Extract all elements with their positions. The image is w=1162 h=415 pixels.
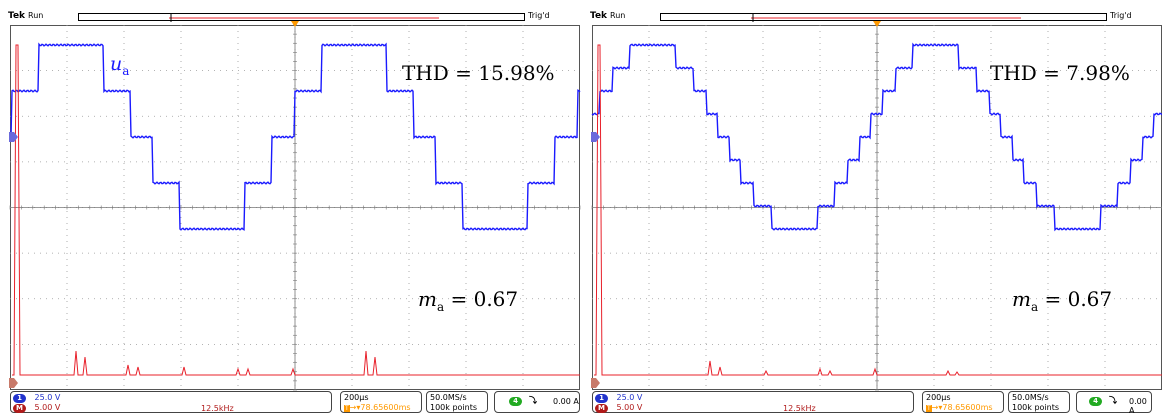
trigger-position-icon: T [926, 405, 932, 412]
trigger-slope-icon: ⤵ [529, 396, 537, 405]
run-state: Run [28, 11, 44, 20]
trigger-readout[interactable]: 4 ⤵ 0.00 A [494, 391, 580, 413]
scope-panel-left: Tek Run Trig'd ua THD = 15.98% ma = 0.67… [0, 0, 581, 415]
record-view-bar[interactable] [78, 13, 525, 22]
trigger-position-icon [291, 21, 299, 27]
brand-logo: Tek [590, 11, 608, 21]
trigger-position: T→▾78.65600ms [344, 403, 411, 412]
channel-readout[interactable]: 1 25.0 V M 5.00 V 12.5kHz [10, 391, 332, 413]
thd-annotation: THD = 7.98% [990, 61, 1130, 85]
math-scale: 5.00 V [34, 403, 61, 412]
math-scale: 5.00 V [616, 403, 643, 412]
ch1-scale: 25.0 V [616, 393, 643, 402]
status-bar: 1 25.0 V M 5.00 V 12.5kHz 200µs T→▾78.65… [10, 391, 580, 415]
run-state: Run [610, 11, 626, 20]
trigger-level: 0.00 A [1129, 397, 1147, 415]
trigger-level: 0.00 A [553, 397, 579, 406]
ma-annotation: ma = 0.67 [418, 287, 519, 314]
trigger-state: Trig'd [528, 11, 550, 20]
record-length: 100k points [1012, 403, 1060, 412]
waveform-display [9, 21, 581, 391]
ma-annotation: ma = 0.67 [1012, 287, 1113, 314]
timebase-readout[interactable]: 200µs T→▾78.65600ms [340, 391, 422, 413]
trigger-channel: 4 [509, 397, 522, 406]
timebase: 200µs [926, 393, 951, 402]
acquisition-readout[interactable]: 50.0MS/s 100k points [426, 391, 488, 413]
graticule-screen: ua THD = 15.98% ma = 0.67 [9, 21, 581, 391]
fft-spectrum [594, 44, 1162, 376]
scope-panel-right: Tek Run Trig'd THD = 7.98% ma = 0.67 1 2… [582, 0, 1162, 415]
trigger-position: T→▾78.65600ms [926, 403, 993, 412]
timebase: 200µs [344, 393, 369, 402]
scope-top-bar: Tek Run Trig'd [582, 0, 1162, 24]
sample-rate: 50.0MS/s [1012, 393, 1049, 402]
ch1-ground-marker-icon[interactable] [591, 127, 600, 142]
sample-rate: 50.0MS/s [430, 393, 467, 402]
signal-label: ua [110, 53, 130, 78]
math-frequency: 12.5kHz [201, 404, 234, 413]
math-ground-marker-icon[interactable] [591, 373, 600, 388]
math-ground-marker-icon[interactable] [9, 373, 18, 388]
record-view-bar[interactable] [660, 13, 1107, 22]
fft-spectrum [12, 44, 580, 376]
graticule-screen: THD = 7.98% ma = 0.67 [591, 21, 1162, 391]
ch1-badge: 1 [13, 394, 26, 403]
record-length: 100k points [430, 403, 478, 412]
ch1-scale: 25.0 V [34, 393, 61, 402]
trigger-slope-icon: ⤵ [1109, 396, 1117, 405]
waveform-display [591, 21, 1162, 391]
acquisition-readout[interactable]: 50.0MS/s 100k points [1008, 391, 1070, 413]
math-frequency: 12.5kHz [783, 404, 816, 413]
brand-logo: Tek [8, 11, 26, 21]
trigger-channel: 4 [1089, 397, 1102, 406]
trigger-state: Trig'd [1110, 11, 1132, 20]
ch1-ground-marker-icon[interactable] [9, 127, 18, 142]
ch1-badge: 1 [595, 394, 608, 403]
channel-readout[interactable]: 1 25.0 V M 5.00 V 12.5kHz [592, 391, 914, 413]
timebase-readout[interactable]: 200µs T→▾78.65600ms [922, 391, 1004, 413]
ua-waveform [9, 42, 581, 231]
trigger-position-icon [873, 21, 881, 27]
ua-waveform [591, 42, 1162, 232]
math-badge: M [595, 404, 608, 413]
thd-annotation: THD = 15.98% [402, 61, 555, 85]
trigger-position-icon: T [344, 405, 350, 412]
math-badge: M [13, 404, 26, 413]
status-bar: 1 25.0 V M 5.00 V 12.5kHz 200µs T→▾78.65… [592, 391, 1162, 415]
trigger-readout[interactable]: 4 ⤵ 0.00 A [1076, 391, 1152, 415]
scope-top-bar: Tek Run Trig'd [0, 0, 580, 24]
